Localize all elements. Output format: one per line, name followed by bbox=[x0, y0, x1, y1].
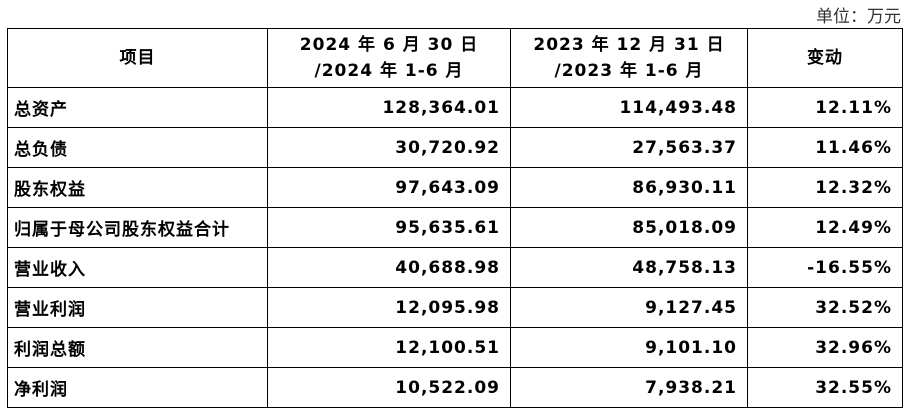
value-cell: 12,095.98 bbox=[267, 287, 511, 328]
table-row: 净利润 10,522.09 7,938.21 32.55% bbox=[7, 367, 903, 408]
value-cell: 114,493.48 bbox=[510, 87, 748, 128]
value-cell: 95,635.61 bbox=[267, 207, 511, 248]
table-body: 总资产 128,364.01 114,493.48 12.11% 总负债 30,720.9… bbox=[7, 87, 903, 408]
table-row: 总负债 30,720.92 27,563.37 11.46% bbox=[7, 127, 903, 168]
row-label: 总资产 bbox=[7, 87, 268, 128]
table-row: 营业收入 40,688.98 48,758.13 -16.55% bbox=[7, 247, 903, 288]
table-row: 利润总额 12,100.51 9,101.10 32.96% bbox=[7, 327, 903, 368]
row-label: 利润总额 bbox=[7, 327, 268, 368]
value-cell: 48,758.13 bbox=[510, 247, 748, 288]
value-cell: -16.55% bbox=[747, 247, 903, 288]
value-cell: 32.52% bbox=[747, 287, 903, 328]
value-cell: 12.11% bbox=[747, 87, 903, 128]
table-row: 归属于母公司股东权益合计 95,635.61 85,018.09 12.49% bbox=[7, 207, 903, 248]
header-row: 项目 2024 年 6 月 30 日/2024 年 1-6 月 2023 年 12 … bbox=[7, 28, 903, 88]
value-cell: 12.49% bbox=[747, 207, 903, 248]
value-cell: 9,101.10 bbox=[510, 327, 748, 368]
table-row: 总资产 128,364.01 114,493.48 12.11% bbox=[7, 87, 903, 128]
value-cell: 97,643.09 bbox=[267, 167, 511, 208]
header-line: 项目 bbox=[119, 48, 156, 68]
header-cell: 变动 bbox=[747, 28, 903, 88]
row-label: 营业收入 bbox=[7, 247, 268, 288]
value-cell: 12.32% bbox=[747, 167, 903, 208]
value-cell: 30,720.92 bbox=[267, 127, 511, 168]
value-cell: 9,127.45 bbox=[510, 287, 748, 328]
value-cell: 86,930.11 bbox=[510, 167, 748, 208]
table-row: 股东权益 97,643.09 86,930.11 12.32% bbox=[7, 167, 903, 208]
row-label: 归属于母公司股东权益合计 bbox=[7, 207, 268, 248]
header-line: /2023 年 1-6 月 bbox=[554, 61, 704, 81]
row-label: 营业利润 bbox=[7, 287, 268, 328]
row-label: 总负债 bbox=[7, 127, 268, 168]
value-cell: 85,018.09 bbox=[510, 207, 748, 248]
header-line: 变动 bbox=[807, 48, 843, 68]
value-cell: 40,688.98 bbox=[267, 247, 511, 288]
header-line: /2024 年 1-6 月 bbox=[314, 61, 464, 81]
table-row: 营业利润 12,095.98 9,127.45 32.52% bbox=[7, 287, 903, 328]
row-label: 净利润 bbox=[7, 367, 268, 408]
financial-table: 项目 2024 年 6 月 30 日/2024 年 1-6 月 2023 年 12 … bbox=[7, 28, 903, 408]
value-cell: 11.46% bbox=[747, 127, 903, 168]
value-cell: 27,563.37 bbox=[510, 127, 748, 168]
row-label: 股东权益 bbox=[7, 167, 268, 208]
header-cell: 2023 年 12 月 31 日/2023 年 1-6 月 bbox=[510, 28, 748, 88]
unit-label: 单位：万元 bbox=[816, 7, 901, 27]
value-cell: 32.55% bbox=[747, 367, 903, 408]
value-cell: 7,938.21 bbox=[510, 367, 748, 408]
header-line: 2023 年 12 月 31 日 bbox=[533, 35, 725, 55]
header-cell: 项目 bbox=[7, 28, 268, 88]
value-cell: 12,100.51 bbox=[267, 327, 511, 368]
header-cell: 2024 年 6 月 30 日/2024 年 1-6 月 bbox=[267, 28, 511, 88]
value-cell: 10,522.09 bbox=[267, 367, 511, 408]
header-line: 2024 年 6 月 30 日 bbox=[299, 35, 479, 55]
value-cell: 32.96% bbox=[747, 327, 903, 368]
value-cell: 128,364.01 bbox=[267, 87, 511, 128]
